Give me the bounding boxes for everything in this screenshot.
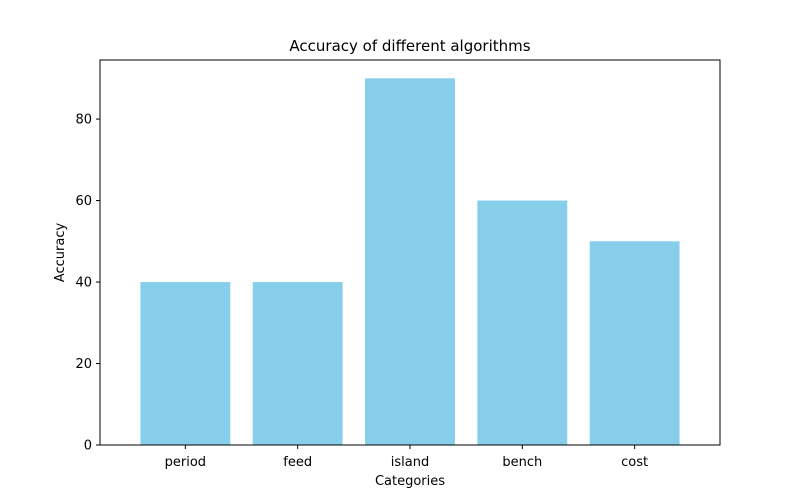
bar-feed xyxy=(252,282,343,445)
y-tick-label: 40 xyxy=(75,276,92,291)
y-axis-label: Accuracy xyxy=(53,223,68,283)
y-tick-label: 80 xyxy=(75,113,92,128)
bar-bench xyxy=(477,200,568,445)
bar-island xyxy=(365,78,455,445)
x-axis-label: Categories xyxy=(375,474,445,489)
y-tick-label: 60 xyxy=(75,194,92,209)
x-tick-label: bench xyxy=(502,455,542,470)
y-axis: 0 20 40 60 80 xyxy=(75,113,100,454)
chart-title: Accuracy of different algorithms xyxy=(289,37,530,55)
bar-period xyxy=(140,282,231,445)
x-tick-label: cost xyxy=(621,455,648,470)
bar-cost xyxy=(589,241,680,445)
x-tick-label: period xyxy=(165,455,206,470)
y-tick-label: 20 xyxy=(75,357,92,372)
y-tick-label: 0 xyxy=(84,439,92,454)
x-axis: period feed island bench cost xyxy=(165,445,648,470)
x-tick-label: island xyxy=(391,455,429,470)
x-tick-label: feed xyxy=(283,455,312,470)
bars-layer xyxy=(140,78,680,445)
